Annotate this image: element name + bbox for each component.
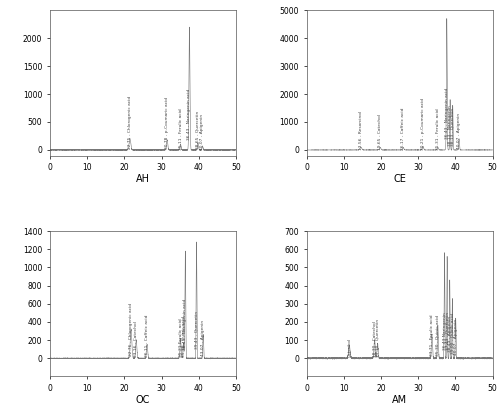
Text: 38.43 - Apigenin: 38.43 - Apigenin (448, 316, 452, 352)
X-axis label: AM: AM (392, 394, 407, 405)
Text: 35.11 - Ferulic acid: 35.11 - Ferulic acid (178, 108, 182, 149)
Text: 38.13 - Quercetin: 38.13 - Quercetin (450, 108, 454, 147)
Text: 35.30 - Quinic acid: 35.30 - Quinic acid (436, 315, 440, 356)
Text: Catechol: Catechol (348, 338, 352, 357)
Text: 35.31 - Ferulic acid: 35.31 - Ferulic acid (436, 108, 440, 150)
Text: 43.07 - Apigenin: 43.07 - Apigenin (201, 320, 205, 357)
Text: 35.30 - Quinic acid: 35.30 - Quinic acid (182, 316, 186, 357)
Text: 38.13 - Naringenin: 38.13 - Naringenin (448, 105, 452, 146)
Text: 22.75 - Chlorogenic acid: 22.75 - Chlorogenic acid (128, 96, 132, 149)
Text: 18.30 - Catechol: 18.30 - Catechol (372, 321, 376, 357)
X-axis label: OC: OC (136, 394, 150, 405)
Text: 36.43 - Naringenin acid: 36.43 - Naringenin acid (445, 88, 449, 140)
Text: 36.43 Naringenin: 36.43 Naringenin (442, 312, 446, 350)
Text: 23.16 - Catechol: 23.16 - Catechol (134, 321, 138, 357)
Text: 38.65 - Quercetin: 38.65 - Quercetin (196, 111, 200, 149)
Text: 19.10 - Quercetin: 19.10 - Quercetin (376, 319, 380, 357)
Text: 26.17 - Caffeic acid: 26.17 - Caffeic acid (402, 107, 406, 150)
Text: 40.07 - Apigenin: 40.07 - Apigenin (454, 319, 458, 355)
Text: 33.71 - Ferulic acid: 33.71 - Ferulic acid (430, 315, 434, 357)
Text: 35.21 Ferulic acid: 35.21 Ferulic acid (178, 318, 182, 357)
Text: 36.43 - Naringenin acid: 36.43 - Naringenin acid (188, 89, 192, 140)
Text: 26.11 - Caffeic acid: 26.11 - Caffeic acid (145, 315, 149, 357)
Text: 40.07 - Apigenin: 40.07 - Apigenin (457, 113, 461, 149)
X-axis label: AH: AH (136, 173, 150, 184)
Text: 37.43 - Quercetin: 37.43 - Quercetin (445, 312, 449, 350)
Text: 39.43 - Quercetin: 39.43 - Quercetin (194, 311, 198, 349)
Text: 22.76 - Chlorogenic acid: 22.76 - Chlorogenic acid (129, 303, 133, 356)
Text: 13.56 - Resorcinol: 13.56 - Resorcinol (359, 111, 363, 150)
Text: 39.00 - Quinic acid: 39.00 - Quinic acid (450, 313, 454, 354)
Text: 19.65 - Catechol: 19.65 - Catechol (378, 114, 382, 150)
Text: 36.43 - Naringenin acid: 36.43 - Naringenin acid (184, 298, 188, 350)
Text: 30.21 - p-Coumaric acid: 30.21 - p-Coumaric acid (421, 98, 425, 150)
Text: 40.07 - Apigenin: 40.07 - Apigenin (200, 114, 204, 150)
X-axis label: CE: CE (393, 173, 406, 184)
Text: 30.78 - p-Coumaric acid: 30.78 - p-Coumaric acid (165, 97, 169, 149)
